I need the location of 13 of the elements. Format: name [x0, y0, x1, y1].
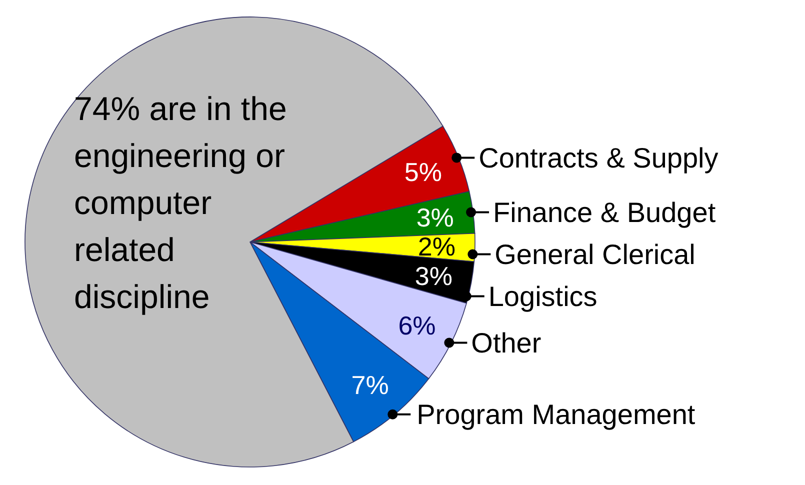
slice-label: Contracts & Supply [478, 142, 718, 174]
slice-label: Other [471, 328, 542, 359]
slice-label: Program Management [416, 399, 696, 430]
data-label: 5% [404, 157, 442, 188]
data-label: 2% [418, 232, 456, 262]
slice-label: Finance & Budget [493, 197, 716, 228]
text: 74% are in the engineering or computer related discipline [74, 90, 287, 315]
data-label: 3% [414, 260, 452, 291]
slice-label: General Clerical [494, 239, 696, 270]
data-label: 3% [416, 202, 454, 232]
data-label: 6% [398, 310, 436, 341]
legend-label: Logistics [488, 281, 598, 312]
data-label: 7% [351, 370, 389, 400]
